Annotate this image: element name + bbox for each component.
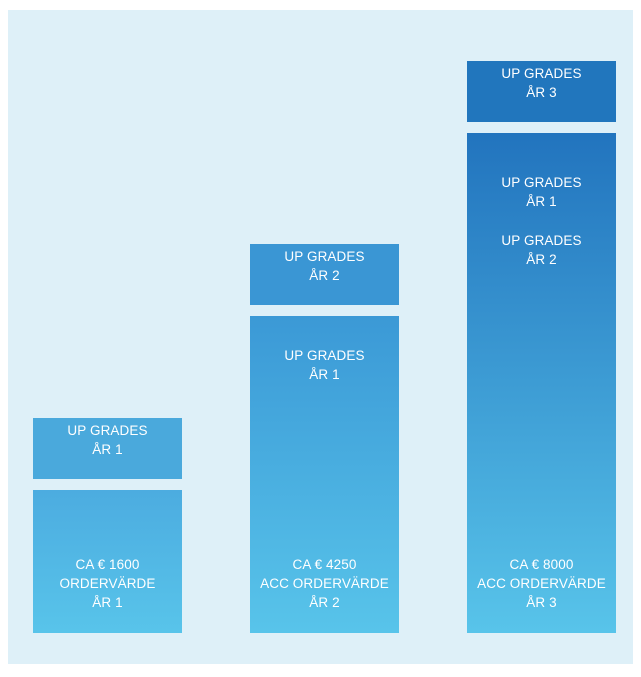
order-year: ÅR 2 bbox=[309, 595, 340, 610]
column-3-order-block: UP GRADES ÅR 1 UP GRADES ÅR 2 CA € 8000 … bbox=[467, 133, 616, 633]
column-3-included-upgrade-2: UP GRADES ÅR 2 bbox=[467, 231, 616, 269]
order-amount: CA € 4250 bbox=[292, 557, 357, 572]
upgrade-year: ÅR 2 bbox=[526, 252, 557, 267]
column-1-order-value: CA € 1600 ORDERVÄRDE ÅR 1 bbox=[33, 555, 182, 612]
column-3-upgrade-block: UP GRADES ÅR 3 bbox=[467, 61, 616, 122]
upgrade-label: UP GRADES bbox=[501, 233, 582, 248]
diagram-panel: UP GRADES ÅR 1 CA € 1600 ORDERVÄRDE ÅR 1… bbox=[8, 10, 633, 664]
upgrade-year: ÅR 1 bbox=[526, 194, 557, 209]
order-label: ACC ORDERVÄRDE bbox=[260, 576, 389, 591]
upgrade-label: UP GRADES bbox=[284, 348, 365, 363]
upgrade-label: UP GRADES bbox=[284, 249, 365, 264]
upgrade-label: UP GRADES bbox=[67, 423, 148, 438]
column-3-order-value: CA € 8000 ACC ORDERVÄRDE ÅR 3 bbox=[467, 555, 616, 612]
upgrade-year: ÅR 1 bbox=[92, 442, 123, 457]
column-3-included-upgrade-1: UP GRADES ÅR 1 bbox=[467, 173, 616, 211]
column-1-order-block: CA € 1600 ORDERVÄRDE ÅR 1 bbox=[33, 490, 182, 633]
order-label: ORDERVÄRDE bbox=[59, 576, 156, 591]
order-amount: CA € 1600 bbox=[75, 557, 140, 572]
order-label: ACC ORDERVÄRDE bbox=[477, 576, 606, 591]
upgrade-year: ÅR 1 bbox=[309, 367, 340, 382]
column-2-included-upgrade-1: UP GRADES ÅR 1 bbox=[250, 346, 399, 384]
order-year: ÅR 3 bbox=[526, 595, 557, 610]
column-2-order-block: UP GRADES ÅR 1 CA € 4250 ACC ORDERVÄRDE … bbox=[250, 316, 399, 633]
upgrade-label: UP GRADES bbox=[501, 66, 582, 81]
order-year: ÅR 1 bbox=[92, 595, 123, 610]
upgrade-label: UP GRADES bbox=[501, 175, 582, 190]
upgrade-year: ÅR 2 bbox=[309, 268, 340, 283]
upgrade-year: ÅR 3 bbox=[526, 85, 557, 100]
order-amount: CA € 8000 bbox=[509, 557, 574, 572]
column-2-order-value: CA € 4250 ACC ORDERVÄRDE ÅR 2 bbox=[250, 555, 399, 612]
column-1-upgrade-block: UP GRADES ÅR 1 bbox=[33, 418, 182, 479]
column-2-upgrade-block: UP GRADES ÅR 2 bbox=[250, 244, 399, 305]
